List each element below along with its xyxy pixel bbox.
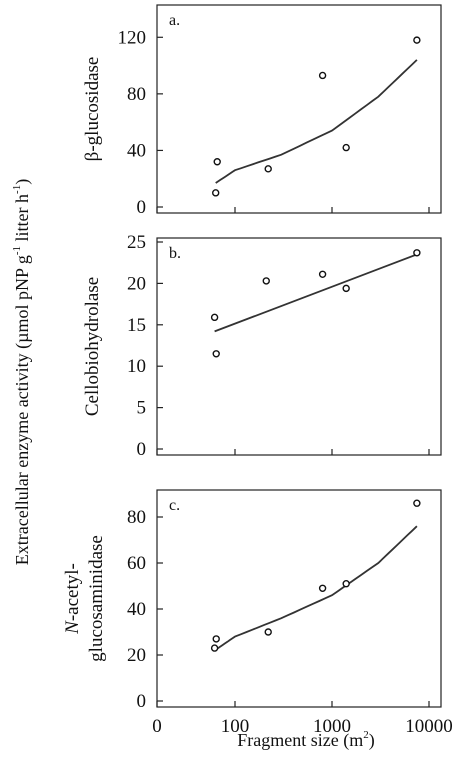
shared-y-axis-label: Extracellular enzyme activity (µmol pNP … — [11, 179, 33, 565]
y-tick-label: 60 — [127, 553, 146, 574]
panel-y-axis-label: β-glucosidase — [82, 57, 103, 162]
chart-panel: 0 20 40 60 80 0 100 1000 10000 c. N-acetyl-glucosa… — [62, 489, 453, 737]
fit-line — [214, 253, 418, 333]
chart-panels: 0 40 80 120 a. β-glucosidase 0 5 10 15 20 25 b. Cello… — [62, 4, 453, 737]
data-point — [213, 158, 221, 166]
y-tick-label: 10 — [127, 356, 146, 377]
y-tick-label: 15 — [127, 315, 146, 336]
data-point — [342, 580, 350, 588]
y-tick-label: 40 — [127, 140, 146, 161]
panel-letter: c. — [169, 497, 180, 514]
panel-y-axis-label-line: β-glucosidase — [82, 57, 103, 162]
y-tick-label: 0 — [137, 439, 147, 460]
data-point — [413, 249, 421, 257]
shared-y-axis-label-part: litter h — [12, 194, 32, 246]
shared-y-axis-label-superscript: -1 — [11, 185, 23, 194]
data-point — [264, 165, 272, 173]
plot-frame — [156, 489, 442, 708]
panel-y-axis-label-line: N-acetyl- — [62, 563, 83, 635]
x-tick-label: 0 — [152, 716, 162, 737]
y-tick-label: 80 — [127, 84, 146, 105]
plot-frame — [156, 4, 442, 214]
data-point — [210, 644, 219, 652]
data-point — [210, 313, 219, 322]
y-tick-label: 20 — [127, 273, 146, 294]
plot-frame — [156, 237, 442, 456]
data-point — [212, 189, 220, 197]
panel-y-axis-label-line: glucosaminidase — [86, 535, 107, 662]
panel-y-axis-label: Cellobiohydrolase — [82, 277, 103, 416]
y-tick-label: 0 — [137, 691, 147, 712]
data-point — [342, 284, 350, 293]
x-axis-label: Fragment size (m2) — [237, 729, 374, 751]
x-axis-label-part: Fragment size (m — [237, 730, 363, 751]
x-tick-label: 10000 — [405, 716, 453, 737]
panel-letter: b. — [169, 245, 181, 262]
y-tick-label: 40 — [127, 599, 146, 620]
x-tick-label: 1000 — [313, 716, 351, 737]
data-point — [318, 584, 327, 592]
chart-panel: 0 40 80 120 a. β-glucosidase — [82, 4, 442, 218]
data-point — [342, 143, 350, 152]
x-axis-label-part: ) — [369, 730, 375, 751]
chart-panel: 0 5 10 15 20 25 b. Cellobiohydrolase — [82, 232, 442, 460]
data-point — [318, 71, 327, 80]
y-tick-label: 80 — [127, 507, 146, 528]
x-tick-label: 100 — [221, 716, 250, 737]
fit-line — [214, 525, 418, 652]
italic-gene-prefix: N — [62, 620, 83, 635]
shared-y-axis-label-part: ) — [12, 179, 33, 185]
data-point — [264, 628, 272, 636]
y-tick-label: 0 — [137, 197, 147, 218]
data-point — [413, 499, 421, 507]
y-tick-label: 20 — [127, 645, 146, 666]
data-point — [212, 350, 220, 358]
panel-letter: a. — [169, 12, 180, 29]
panel-y-axis-label: N-acetyl-glucosaminidase — [62, 535, 107, 662]
y-tick-label: 25 — [127, 232, 146, 253]
panel-y-axis-label-line: Cellobiohydrolase — [82, 277, 103, 416]
shared-y-axis-label-part: Extracellular enzyme activity (µmol pNP … — [12, 255, 33, 565]
shared-y-axis-label-superscript: -1 — [11, 246, 23, 255]
data-point — [318, 270, 327, 278]
fit-line — [215, 59, 418, 184]
x-axis-label-superscript: 2 — [363, 729, 369, 741]
data-point — [212, 635, 220, 643]
data-point — [413, 36, 421, 44]
y-tick-label: 5 — [137, 398, 147, 419]
y-tick-label: 120 — [118, 27, 147, 48]
data-point — [262, 277, 270, 285]
